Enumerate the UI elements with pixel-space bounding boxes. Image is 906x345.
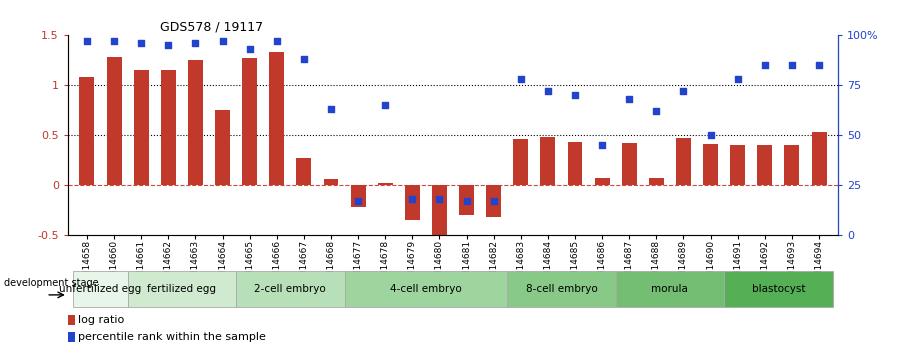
Bar	[351, 185, 365, 207]
Bar	[676, 138, 691, 185]
Bar	[323, 179, 339, 185]
Point	[649, 108, 663, 113]
Text: 4-cell embryo: 4-cell embryo	[390, 284, 462, 294]
Bar	[594, 178, 610, 185]
Text: development stage: development stage	[4, 278, 99, 288]
Text: fertilized egg: fertilized egg	[148, 284, 217, 294]
Point	[161, 42, 176, 47]
Bar	[432, 185, 447, 235]
Point	[730, 76, 745, 81]
Point	[812, 62, 826, 67]
Bar	[459, 185, 474, 215]
Point	[134, 40, 149, 45]
Text: blastocyst: blastocyst	[752, 284, 805, 294]
Point	[514, 76, 528, 81]
Bar	[242, 58, 257, 185]
Bar	[296, 158, 312, 185]
Bar	[649, 178, 664, 185]
Point	[676, 88, 690, 93]
Bar	[514, 139, 528, 185]
Bar	[567, 141, 583, 185]
Bar	[541, 137, 555, 185]
Point	[595, 142, 610, 147]
Bar	[68, 315, 75, 325]
Point	[80, 38, 94, 43]
FancyBboxPatch shape	[344, 271, 507, 307]
Bar	[487, 185, 501, 217]
Point	[487, 198, 501, 203]
Point	[107, 38, 121, 43]
Bar	[757, 145, 772, 185]
Point	[568, 92, 583, 97]
FancyBboxPatch shape	[73, 271, 128, 307]
Point	[459, 198, 474, 203]
Point	[323, 106, 338, 111]
FancyBboxPatch shape	[128, 271, 236, 307]
Bar	[622, 142, 637, 185]
Text: log ratio: log ratio	[78, 315, 124, 325]
Text: percentile rank within the sample: percentile rank within the sample	[78, 332, 265, 342]
Text: unfertilized egg: unfertilized egg	[60, 284, 141, 294]
Bar	[785, 145, 799, 185]
Point	[405, 196, 419, 201]
FancyBboxPatch shape	[724, 271, 833, 307]
Bar	[812, 131, 826, 185]
Bar	[107, 57, 121, 185]
Bar	[188, 60, 203, 185]
Point	[622, 96, 637, 101]
FancyBboxPatch shape	[236, 271, 344, 307]
Point	[296, 56, 311, 61]
Bar	[134, 70, 149, 185]
Bar	[269, 51, 284, 185]
FancyBboxPatch shape	[507, 271, 616, 307]
Bar	[730, 145, 745, 185]
Bar	[80, 77, 94, 185]
Bar	[161, 70, 176, 185]
Point	[785, 62, 799, 67]
Point	[703, 132, 718, 137]
Point	[216, 38, 230, 43]
FancyBboxPatch shape	[616, 271, 724, 307]
Point	[351, 198, 365, 203]
Text: GDS578 / 19117: GDS578 / 19117	[160, 20, 264, 33]
Point	[541, 88, 555, 93]
Text: morula: morula	[651, 284, 689, 294]
Text: 2-cell embryo: 2-cell embryo	[255, 284, 326, 294]
Point	[432, 196, 447, 201]
Text: 8-cell embryo: 8-cell embryo	[525, 284, 597, 294]
Point	[243, 46, 257, 51]
Point	[269, 38, 284, 43]
Point	[757, 62, 772, 67]
Point	[188, 40, 203, 45]
Bar	[703, 144, 718, 185]
Bar	[215, 110, 230, 185]
Bar	[378, 183, 392, 185]
Point	[378, 102, 392, 107]
Bar	[405, 185, 419, 220]
Bar	[68, 332, 75, 342]
